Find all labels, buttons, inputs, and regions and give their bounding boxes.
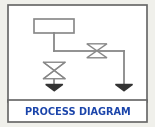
Polygon shape bbox=[115, 84, 133, 91]
Polygon shape bbox=[87, 51, 107, 58]
Bar bbox=[34, 19, 74, 33]
Polygon shape bbox=[87, 44, 107, 51]
Bar bbox=[8, 100, 147, 122]
Text: PROCESS DIAGRAM: PROCESS DIAGRAM bbox=[25, 107, 130, 117]
Polygon shape bbox=[46, 84, 63, 91]
Bar bbox=[8, 5, 147, 102]
Polygon shape bbox=[43, 70, 65, 79]
Polygon shape bbox=[43, 62, 65, 70]
